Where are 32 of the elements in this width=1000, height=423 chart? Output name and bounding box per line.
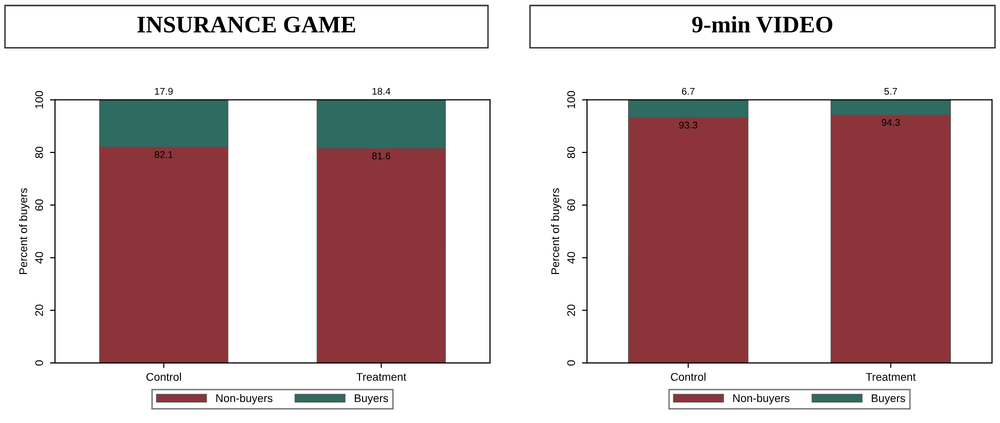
x-tick-label: Control xyxy=(670,372,706,381)
y-tick-label: 100 xyxy=(567,90,576,108)
y-tick-label: 80 xyxy=(35,146,44,158)
y-tick-label: 40 xyxy=(35,252,44,264)
data-label: 81.6 xyxy=(372,152,390,160)
x-tick-label: Treatment xyxy=(356,373,406,381)
legend-label: Buyers xyxy=(872,394,906,404)
x-tick-label: Treatment xyxy=(866,373,916,381)
y-tick-label: 60 xyxy=(567,199,576,211)
data-label: 82.1 xyxy=(154,151,173,158)
y-tick-label: 20 xyxy=(35,304,44,316)
legend-label: Non-buyers xyxy=(733,394,790,404)
y-tick-label: 60 xyxy=(35,199,44,211)
y-tick-label: 40 xyxy=(567,252,576,264)
legend-label: Buyers xyxy=(354,394,388,404)
y-tick-label: 20 xyxy=(567,304,576,316)
data-label: 6.7 xyxy=(682,88,695,95)
y-tick-label: 100 xyxy=(35,90,44,108)
legend-label: Non-buyers xyxy=(216,394,272,404)
chart-title: 9-min VIDEO xyxy=(692,16,832,33)
data-label: 17.9 xyxy=(155,88,173,95)
data-label: 18.4 xyxy=(372,88,390,95)
y-tick-label: 0 xyxy=(35,360,44,366)
y-axis-title: Percent of buyers xyxy=(19,188,30,274)
y-tick-label: 0 xyxy=(567,360,576,366)
data-label: 93.3 xyxy=(679,122,698,129)
y-tick-label: 80 xyxy=(567,146,576,158)
chart-title: INSURANCE GAME xyxy=(137,16,356,33)
data-label: 94.3 xyxy=(882,119,900,126)
y-axis-title: Percent of buyers xyxy=(551,188,562,274)
x-tick-label: Control xyxy=(146,372,181,381)
data-label: 5.7 xyxy=(884,88,898,95)
